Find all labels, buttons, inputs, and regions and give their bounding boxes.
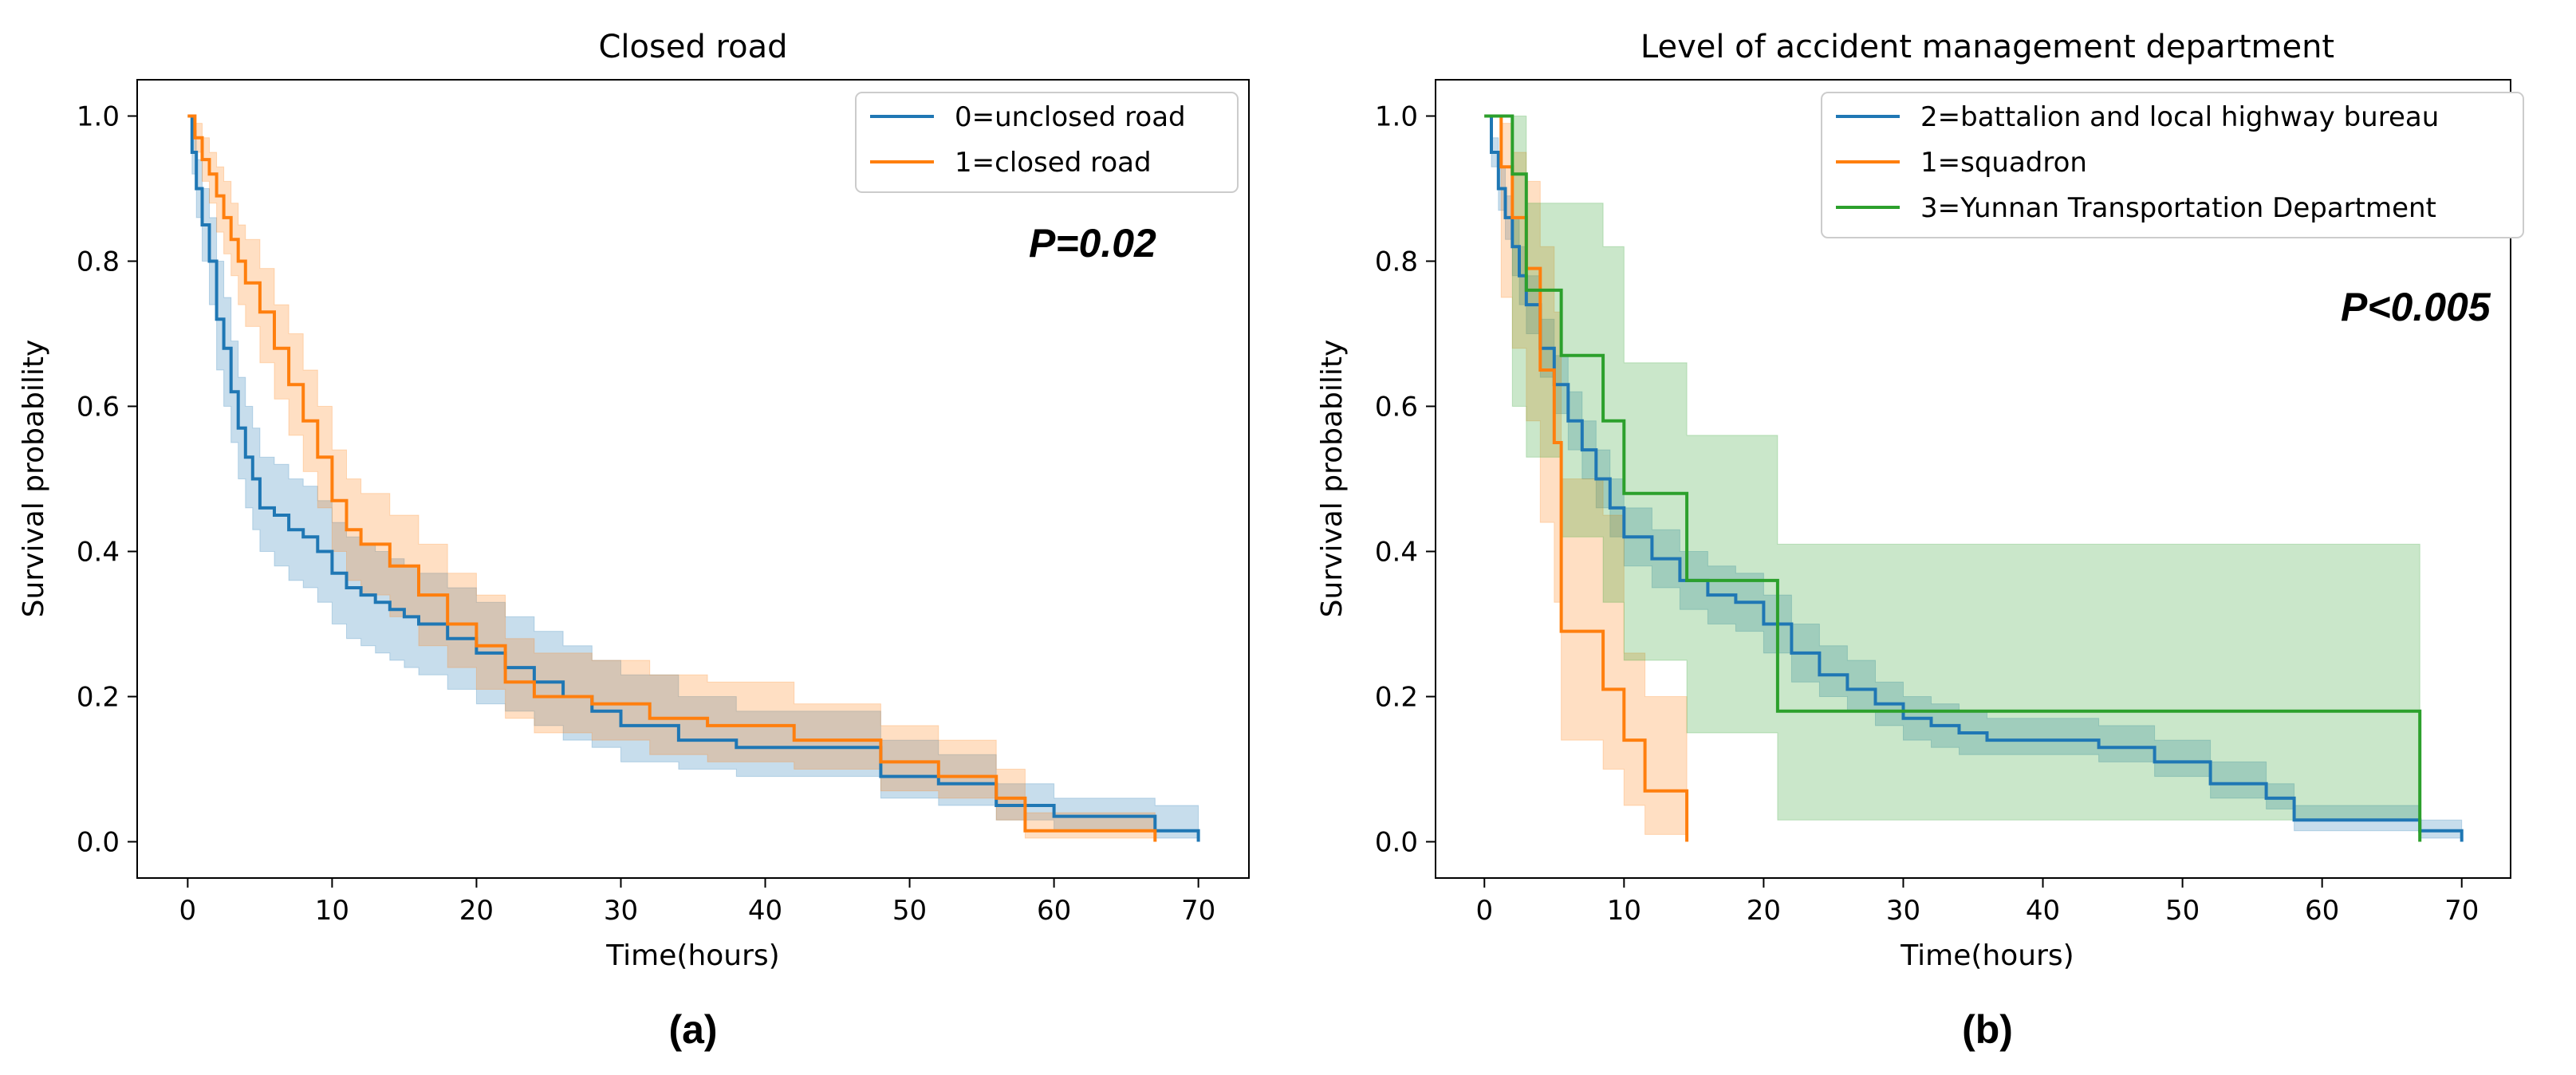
survival-lines (187, 114, 1200, 842)
chart-title: Level of accident management department (1641, 29, 2334, 65)
x-tick-label: 20 (459, 895, 494, 927)
y-tick-label: 0.2 (77, 682, 120, 714)
ci-band-1-squadron (1484, 116, 1688, 842)
legend-label-3-yunnan-transportation-department: 3=Yunnan Transportation Department (1920, 192, 2436, 224)
y-ticks: 0.0 0.2 0.4 0.6 0.8 1.0 (77, 101, 137, 859)
legend-label-1-squadron: 1=squadron (1920, 147, 2087, 179)
survival-lines (1484, 114, 2464, 842)
legend: 0=unclosed road 1=closed road (855, 92, 1239, 193)
y-axis-label: Survival probability (1316, 340, 1349, 618)
x-tick-label: 10 (1607, 895, 1641, 927)
ci-band-2-battalion-and-local-highway-bureau (1484, 116, 2463, 842)
x-tick-label: 70 (1181, 895, 1215, 927)
x-tick-label: 30 (604, 895, 638, 927)
y-tick-label: 1.0 (1375, 101, 1418, 133)
legend-label-1-closed-road: 1=closed road (955, 147, 1152, 179)
x-tick-label: 60 (1037, 895, 1071, 927)
chart-title: Closed road (598, 29, 787, 65)
x-tick-label: 0 (179, 895, 197, 927)
x-tick-label: 50 (892, 895, 927, 927)
p-value-annotation: P<0.005 (2341, 285, 2491, 329)
x-tick-label: 10 (315, 895, 349, 927)
legend-box (855, 92, 1239, 193)
x-tick-label: 40 (2026, 895, 2060, 927)
x-tick-label: 30 (1886, 895, 1920, 927)
plot-area (137, 80, 1249, 878)
panel-caption: (a) (668, 1007, 717, 1052)
y-tick-label: 0.2 (1375, 682, 1418, 714)
plot-frame (136, 79, 1250, 879)
y-tick-label: 0.8 (1375, 246, 1418, 278)
panel-caption: (b) (1962, 1007, 2013, 1052)
x-axis-label: Time(hours) (1900, 939, 2074, 972)
y-axis-label: Survival probability (18, 340, 50, 618)
survival-curve-1-closed-road (187, 114, 1157, 842)
x-tick-label: 0 (1475, 895, 1493, 927)
p-value-annotation: P=0.02 (1029, 221, 1156, 266)
survival-curve-3-yunnan-transportation-department (1484, 114, 2422, 842)
y-tick-label: 0.8 (77, 246, 120, 278)
x-tick-label: 50 (2165, 895, 2200, 927)
x-axis-label: Time(hours) (605, 939, 779, 972)
y-tick-label: 0.0 (1375, 827, 1418, 859)
x-tick-label: 40 (748, 895, 782, 927)
x-tick-label: 70 (2444, 895, 2479, 927)
x-ticks: 0 10 20 30 40 50 60 70 (1475, 878, 2479, 927)
panel-closed-road: 0 10 20 30 40 50 60 70 0.0 0.2 0.4 0.6 0.8 1.0 Close… (18, 29, 1250, 1052)
legend-box (1821, 92, 2524, 238)
legend-label-0-unclosed-road: 0=unclosed road (955, 101, 1186, 133)
y-tick-label: 0.0 (77, 827, 120, 859)
y-ticks: 0.0 0.2 0.4 0.6 0.8 1.0 (1375, 101, 1436, 859)
y-tick-label: 1.0 (77, 101, 120, 133)
survival-curve-0-unclosed-road (187, 114, 1200, 842)
legend: 2=battalion and local highway bureau 1=sq… (1821, 92, 2524, 238)
survival-curve-1-squadron (1484, 114, 1689, 842)
y-tick-label: 0.4 (1375, 537, 1418, 569)
plot-frame (1435, 79, 2511, 879)
y-tick-label: 0.4 (77, 537, 120, 569)
legend-label-2-battalion-and-local-highway-bureau: 2=battalion and local highway bureau (1920, 101, 2439, 133)
panel-management-level: 0 10 20 30 40 50 60 70 0.0 0.2 0.4 0.6 0.8 1.0 Level… (1316, 29, 2524, 1052)
ci-band-0-unclosed-road (187, 116, 1199, 842)
y-tick-label: 0.6 (77, 392, 120, 423)
x-tick-label: 20 (1747, 895, 1781, 927)
x-tick-label: 60 (2305, 895, 2339, 927)
y-tick-label: 0.6 (1375, 392, 1418, 423)
x-ticks: 0 10 20 30 40 50 60 70 (179, 878, 1215, 927)
